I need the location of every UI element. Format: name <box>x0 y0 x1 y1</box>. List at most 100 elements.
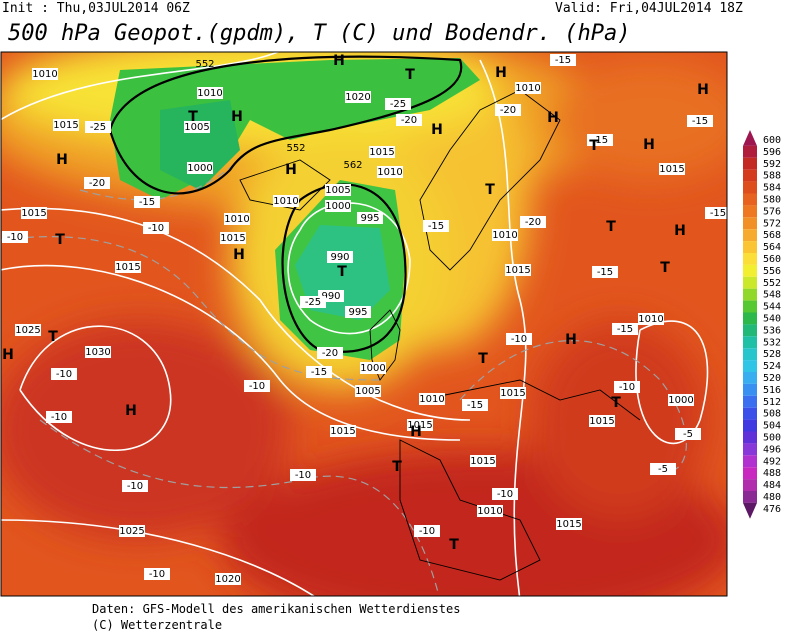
pressure-center: H <box>410 424 422 440</box>
isobar-label: 1015 <box>556 519 581 530</box>
temperature-label: -10 <box>249 381 265 392</box>
isobar-label: 1010 <box>197 88 222 99</box>
colorbar-swatch <box>743 491 757 503</box>
temperature-label: -15 <box>617 324 633 335</box>
temperature-label-box <box>587 134 613 146</box>
map: 1010 1010 1015 1005 1000 1020 1015 1010 1005 1000… <box>1 52 727 596</box>
low-core-north <box>160 100 240 190</box>
colorbar-swatch <box>743 193 757 206</box>
isobar-label-box <box>215 573 241 585</box>
colorbar-swatch <box>743 229 757 242</box>
coastlines <box>239 89 641 581</box>
isobar-label-box <box>668 394 694 406</box>
isobar-label-box <box>638 313 664 325</box>
isobar-label-box <box>355 385 381 397</box>
isobar-label-box <box>197 87 223 99</box>
isobar-label: 1010 <box>224 214 249 225</box>
colorbar-label: 528 <box>763 349 781 360</box>
isobar-label-box <box>115 261 141 273</box>
colorbar-label: 592 <box>763 159 781 170</box>
isobar-label-box <box>369 146 395 158</box>
isobar-label-box <box>407 419 433 431</box>
colorbar-swatch <box>743 395 757 408</box>
temperature-label: -15 <box>592 135 608 146</box>
colorbar-swatch <box>743 360 757 372</box>
isobar-label: 1015 <box>369 147 394 158</box>
pressure-center: T <box>485 182 495 198</box>
isobar-label: 1015 <box>21 208 46 219</box>
temperature-label: -15 <box>597 267 613 278</box>
isobar-label-box <box>345 91 371 103</box>
colorbar-label: 600 <box>763 135 781 146</box>
temperature-label-box <box>51 368 77 380</box>
colorbar-swatch <box>743 169 757 182</box>
temperature-label: -20 <box>89 178 105 189</box>
colorbar-swatch <box>743 312 757 325</box>
colorbar-label: 568 <box>763 230 781 241</box>
pressure-center: H <box>565 332 577 348</box>
isobar-label: 1015 <box>500 388 525 399</box>
colorbar-swatch <box>743 264 757 277</box>
pressure-center: T <box>55 232 65 248</box>
isobar-label: 1020 <box>345 92 370 103</box>
temperature-label-box <box>46 411 72 423</box>
temperature-label-box <box>687 115 713 127</box>
colorbar-label: 540 <box>763 313 781 324</box>
isobar-label: 1010 <box>477 506 502 517</box>
source-note: Daten: GFS-Modell des amerikanischen Wet… <box>92 602 460 616</box>
colorbar-label: 512 <box>763 397 781 408</box>
isobar-label-box <box>360 362 386 374</box>
temperature-label: -10 <box>619 382 635 393</box>
temperature-label-box <box>317 347 343 359</box>
isobar-label-box <box>505 264 531 276</box>
map-frame <box>0 51 728 597</box>
isobar-label-box <box>659 163 685 175</box>
colorbar-label: 484 <box>763 480 781 491</box>
temperature-label-box <box>244 380 270 392</box>
isobar-label-box <box>85 346 111 358</box>
colorbar-swatch <box>743 419 757 432</box>
isobar-label: 1025 <box>15 325 40 336</box>
isobar-label-box <box>325 184 351 196</box>
temperature-label: -10 <box>511 334 527 345</box>
isobar-label: 1015 <box>220 233 245 244</box>
isobar-label-box <box>32 68 58 80</box>
colorbar-swatch <box>743 502 757 519</box>
isobar-label: 995 <box>360 213 379 224</box>
colorbar: 6005965925885845805765725685645605565525… <box>743 130 781 519</box>
temperature-label: -25 <box>305 297 321 308</box>
colorbar-swatch <box>743 455 757 468</box>
colorbar-swatch <box>743 145 757 158</box>
colorbar-label: 576 <box>763 206 781 217</box>
colorbar-label: 524 <box>763 361 781 372</box>
colorbar-swatch <box>743 288 757 301</box>
temperature-label: -10 <box>7 232 23 243</box>
isobar-label-box <box>470 455 496 467</box>
colorbar-label: 500 <box>763 432 781 443</box>
init-time: Init : Thu,03JUL2014 06Z <box>2 1 190 16</box>
isobar-label: 1030 <box>85 347 110 358</box>
temperature-label: -15 <box>467 400 483 411</box>
height-label: 552 <box>195 59 214 70</box>
temperature-label: -10 <box>148 223 164 234</box>
isobar-label: 1015 <box>115 262 140 273</box>
isobar-label: 990 <box>330 252 349 263</box>
isobar-label: 990 <box>321 291 340 302</box>
colorbar-swatch <box>743 479 757 491</box>
pressure-center: H <box>333 53 345 69</box>
pressure-center: H <box>643 137 655 153</box>
colorbar-label: 536 <box>763 325 781 336</box>
colorbar-label: 596 <box>763 147 781 158</box>
isobar-label-box <box>187 162 213 174</box>
colorbar-swatch <box>743 407 757 420</box>
temperature-label: -10 <box>295 470 311 481</box>
pressure-center: T <box>449 537 459 553</box>
colorbar-label: 476 <box>763 504 781 515</box>
colorbar-label: 552 <box>763 278 781 289</box>
colorbar-swatch <box>743 253 757 265</box>
temperature-label-box <box>612 323 638 335</box>
pressure-center: T <box>611 395 621 411</box>
isobar-label-box <box>419 393 445 405</box>
colorbar-label: 580 <box>763 194 781 205</box>
isobar-label-box <box>492 229 518 241</box>
